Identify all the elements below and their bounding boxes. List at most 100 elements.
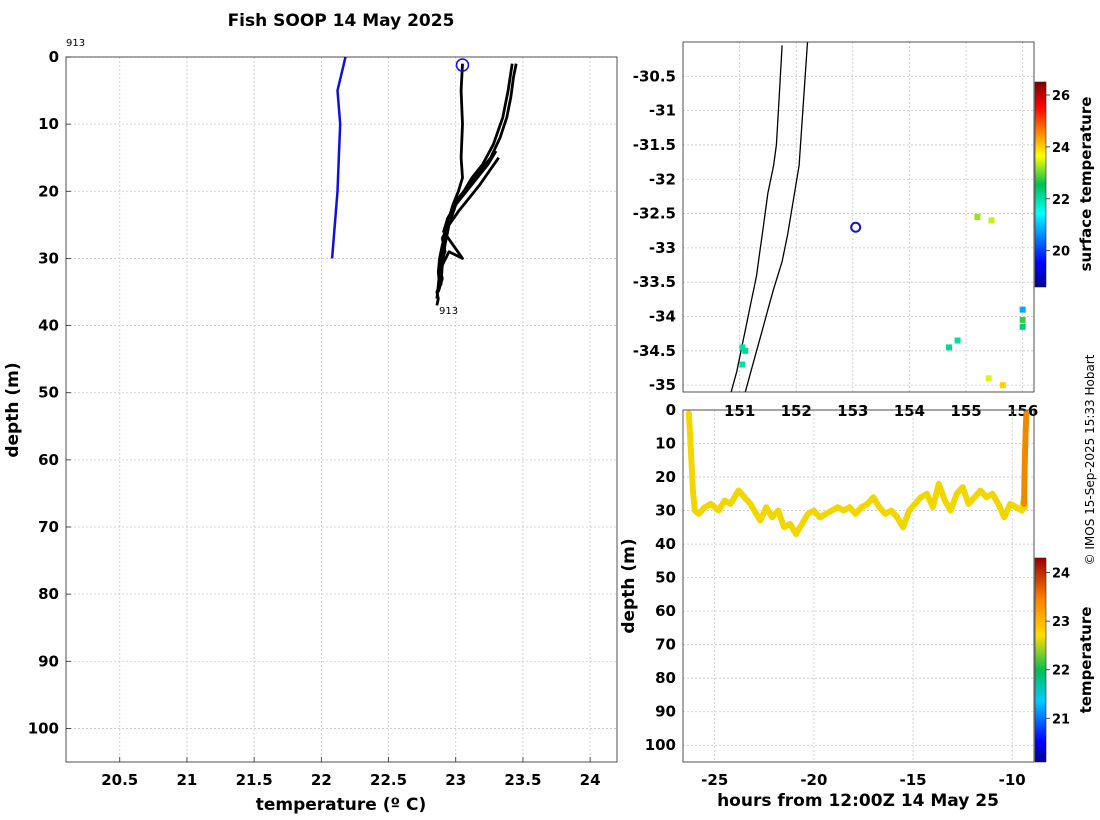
map-ytick-label: -32 — [649, 170, 676, 188]
profile-xtick-label: 23.5 — [504, 771, 541, 789]
timeseries-colorbar-tick-label: 21 — [1052, 712, 1070, 727]
timeseries-colorbar-label: temperature — [1077, 607, 1095, 714]
timeseries-ytick-label: 10 — [655, 435, 676, 453]
map-ytick-label: -31.5 — [633, 136, 676, 154]
map-sst-point — [739, 344, 746, 351]
timeseries-ytick-label: 70 — [655, 636, 676, 654]
map-xtick-label: 156 — [1007, 402, 1038, 420]
timeseries-frame — [682, 409, 1035, 763]
timeseries-ytick-label: 60 — [655, 602, 676, 620]
map-ytick-label: -30.5 — [633, 67, 676, 85]
profile-xtick-label: 23 — [445, 771, 466, 789]
profile-ytick-label: 100 — [28, 719, 59, 737]
profile-xtick-label: 22 — [311, 771, 332, 789]
profile-xtick-label: 22.5 — [370, 771, 407, 789]
timeseries-ytick-label: 40 — [655, 535, 676, 553]
timeseries-colorbar-gradient — [1034, 557, 1047, 763]
map-colorbar: 20 22 24 26 surface temperature — [1034, 81, 1095, 288]
timeseries-ticks: -25 -20 -15 -10 0 10 20 30 40 50 60 70 80 90 100 — [645, 401, 1026, 789]
timeseries-colorbar-tick-label: 24 — [1052, 567, 1070, 582]
timeseries-ytick-label: 90 — [655, 703, 676, 721]
timeseries-ytick-label: 50 — [655, 569, 676, 587]
profile-panel: 20.5 21 21.5 22 22.5 23 23.5 24 0 10 20 30 40 50 60 70 8… — [3, 38, 618, 815]
timeseries-ylabel: depth (m) — [619, 538, 639, 633]
map-xtick-label: 152 — [781, 402, 812, 420]
timeseries-xtick-label: -15 — [899, 771, 926, 789]
map-sst-point — [1019, 316, 1026, 323]
map-colorbar-tick-label: 24 — [1052, 141, 1070, 156]
timeseries-ytick-label: 0 — [666, 401, 676, 419]
timeseries-ytick-label: 100 — [645, 736, 676, 754]
map-ytick-label: -33 — [649, 239, 676, 257]
timeseries-xtick-label: -20 — [800, 771, 827, 789]
map-ticks: 151 152 153 154 155 156 -30.5 -31 -31.5 -32 -32.5 -… — [633, 67, 1039, 420]
map-xtick-label: 151 — [724, 402, 755, 420]
map-sst-point — [999, 382, 1006, 389]
map-features — [730, 42, 1026, 392]
profile-series — [330, 57, 518, 306]
timeseries-colorbar-ticks: 21 22 23 24 — [1046, 567, 1070, 727]
profile-series-line — [436, 156, 500, 293]
timeseries-grid — [683, 409, 1034, 762]
profile-xlabel: temperature (º C) — [256, 795, 427, 815]
profile-ytick-label: 20 — [38, 182, 59, 200]
profile-id-label-top: 913 — [66, 38, 85, 49]
map-frame — [682, 41, 1035, 393]
timeseries-series — [685, 410, 1030, 537]
profile-ytick-label: 40 — [38, 317, 59, 335]
timeseries-colorbar-tick-label: 23 — [1052, 615, 1070, 630]
map-ytick-label: -34.5 — [633, 342, 676, 360]
profile-grid — [66, 56, 617, 762]
map-grid — [683, 42, 1034, 392]
map-sst-point — [974, 214, 981, 220]
map-colorbar-tick-label: 20 — [1052, 245, 1070, 260]
map-xtick-label: 153 — [837, 402, 868, 420]
profile-xtick-label: 20.5 — [101, 771, 138, 789]
credit-text: © IMOS 15-Sep-2025 15:33 Hobart — [1083, 354, 1097, 565]
timeseries-colorbar: 21 22 23 24 temperature — [1034, 557, 1095, 763]
profile-xtick-label: 24 — [580, 771, 601, 789]
timeseries-ytick-label: 20 — [655, 468, 676, 486]
map-sst-point — [954, 337, 961, 344]
profile-series-line — [330, 57, 347, 259]
profile-series-line — [435, 63, 518, 299]
profile-ylabel: depth (m) — [3, 362, 23, 457]
map-ytick-label: -33.5 — [633, 273, 676, 291]
profile-xtick-label: 21 — [177, 771, 198, 789]
timeseries-series-line — [685, 410, 1029, 537]
profile-ytick-label: 0 — [49, 48, 59, 66]
map-coastline — [730, 45, 783, 392]
timeseries-ytick-label: 30 — [655, 502, 676, 520]
profile-xtick-label: 21.5 — [236, 771, 273, 789]
profile-ytick-label: 50 — [38, 384, 59, 402]
map-xtick-label: 155 — [950, 402, 981, 420]
map-colorbar-label: surface temperature — [1077, 97, 1095, 272]
profile-ticks: 20.5 21 21.5 22 22.5 23 23.5 24 0 10 20 30 40 50 60 70 8… — [28, 48, 601, 789]
timeseries-colorbar-tick-label: 22 — [1052, 664, 1070, 679]
figure-title: Fish SOOP 14 May 2025 — [228, 11, 455, 31]
profile-series-line — [438, 150, 498, 279]
map-ytick-label: -31 — [649, 102, 676, 120]
map-sst-point — [739, 361, 746, 368]
map-colorbar-ticks: 20 22 24 26 — [1046, 89, 1070, 260]
timeseries-ytick-label: 80 — [655, 669, 676, 687]
map-xtick-label: 154 — [894, 402, 925, 420]
profile-ytick-label: 30 — [38, 249, 59, 267]
timeseries-xtick-label: -10 — [999, 771, 1026, 789]
profile-position-marker — [455, 58, 470, 72]
profile-id-label-bottom: 913 — [439, 306, 458, 317]
map-colorbar-gradient — [1034, 81, 1047, 288]
timeseries-xtick-label: -25 — [701, 771, 728, 789]
timeseries-xlabel: hours from 12:00Z 14 May 25 — [717, 791, 999, 811]
profile-ytick-label: 90 — [38, 652, 59, 670]
map-colorbar-tick-label: 26 — [1052, 89, 1070, 104]
map-sst-point — [742, 347, 749, 354]
map-shelf-contour — [744, 42, 809, 392]
map-sst-point — [946, 344, 953, 351]
map-colorbar-tick-label: 22 — [1052, 193, 1070, 208]
profile-ytick-label: 60 — [38, 451, 59, 469]
map-position-marker — [850, 221, 862, 233]
map-ytick-label: -35 — [649, 376, 676, 394]
map-sst-point — [988, 217, 995, 224]
